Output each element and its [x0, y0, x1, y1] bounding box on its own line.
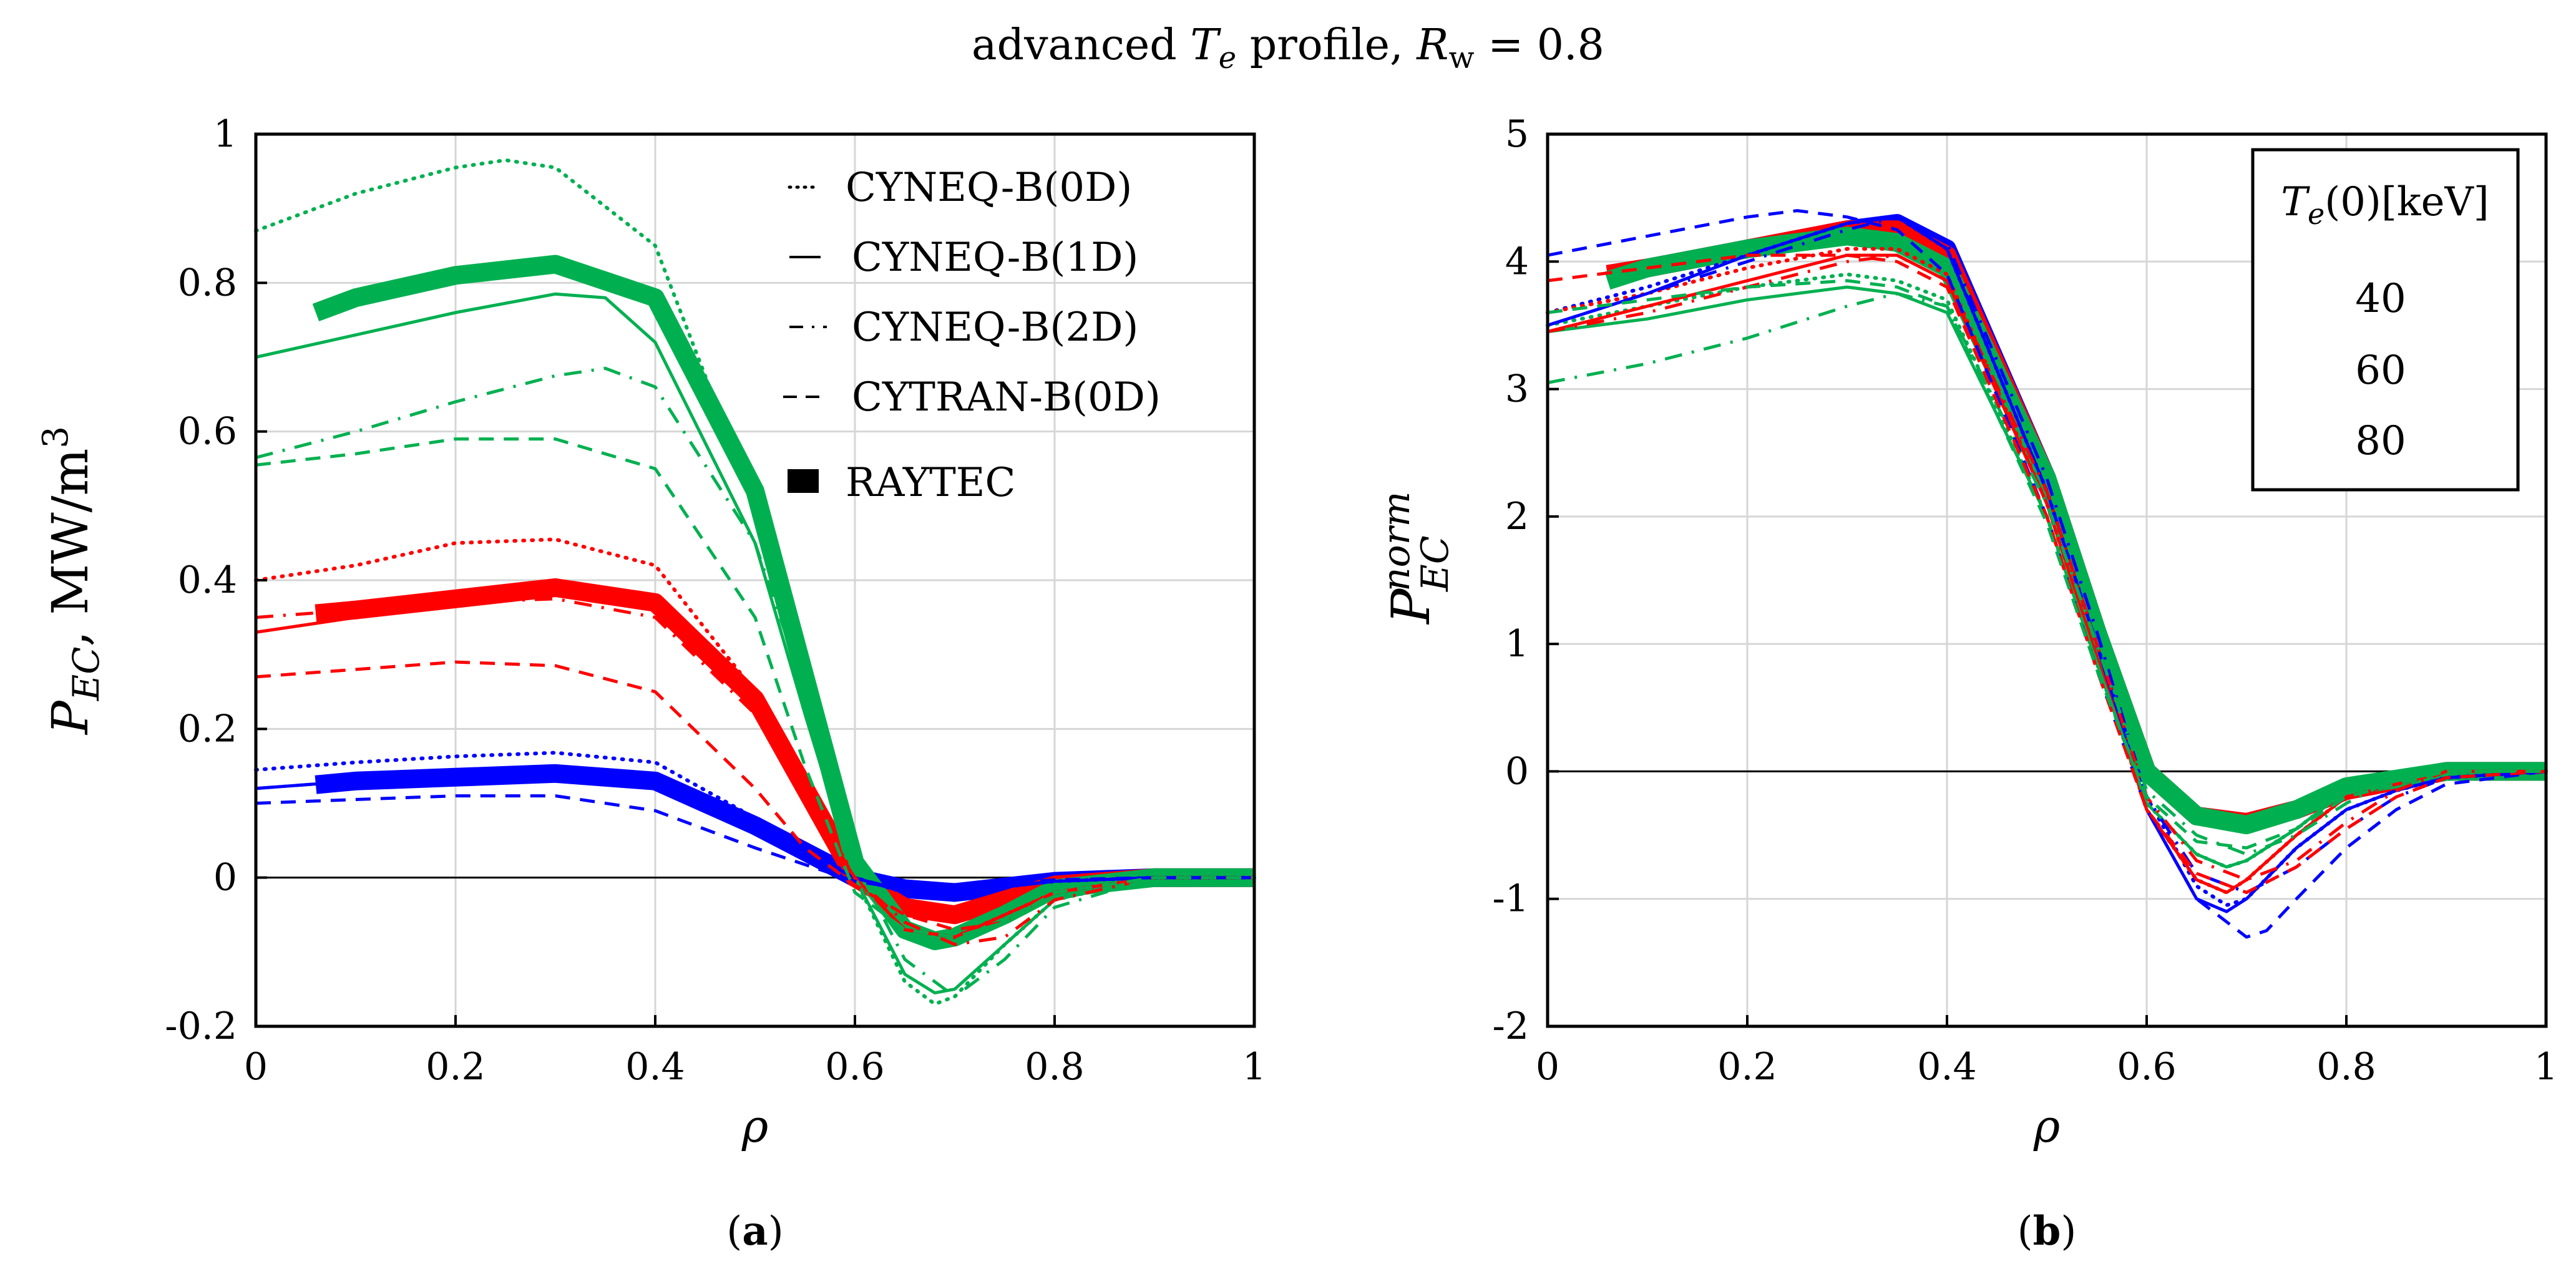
series-line-80-kev-cytran-b-0d- — [1547, 279, 2546, 850]
figure-title: advanced Te profile, Rw = 0.8 — [972, 21, 1604, 75]
series-a — [254, 158, 1256, 1006]
ytick-label: -0.2 — [165, 1004, 237, 1048]
series-line-40-kev-cyneq-b-2d- — [1547, 215, 2547, 894]
xtick-label: 1 — [1242, 1045, 1266, 1089]
panel-a: 0 0.2 0.4 0.6 0.8 1 -0.200.20.40.60.81 ρ PEC,… — [36, 112, 1266, 1255]
ylabel-a-sup: 3 — [36, 426, 76, 449]
ytick-label: -1 — [1493, 877, 1529, 921]
ytick-label: 0.4 — [178, 558, 237, 602]
xtick-label: 0.6 — [2117, 1045, 2176, 1089]
ytick-label: 2 — [1505, 495, 1529, 538]
legend-b-title: Te(0)[keV] — [2281, 179, 2489, 231]
ylabel-a-sub: EC — [65, 646, 107, 701]
legend-a-label-4: RAYTEC — [846, 460, 1015, 506]
legend-a-label-3: CYTRAN-B(0D) — [852, 374, 1161, 421]
axes-box-b — [1546, 132, 2548, 1028]
ytick-label: 0.6 — [178, 410, 237, 454]
series-line-80-kev-cyneq-b-2d- — [255, 366, 1254, 998]
yticks-a: -0.2 0 0.2 0.4 0.6 0.8 1 — [165, 112, 267, 1048]
ylabel-a-unit: , MW/m — [41, 449, 99, 647]
panel-letter-b: b — [2033, 1208, 2061, 1255]
xlabel-b: ρ — [2033, 1100, 2060, 1152]
xtick-label: 0.8 — [1025, 1045, 1084, 1089]
xtick-label: 0 — [1536, 1045, 1559, 1089]
xtick-label: 0.4 — [1917, 1045, 1976, 1089]
panel-b: 0 0.2 0.4 0.6 0.8 1 -2 -1 0 1 2 3 4 5 ρ P norm EC Te… — [1375, 112, 2558, 1255]
panel-label-a: (a) — [726, 1208, 783, 1255]
legend-b-title-rest: (0)[keV] — [2325, 179, 2489, 225]
ytick-label: 0 — [1505, 749, 1529, 793]
title-var: T — [1190, 21, 1221, 70]
title-prefix: advanced — [972, 21, 1190, 70]
ytick-label: 0.8 — [178, 261, 237, 304]
xtick-label: 0.2 — [426, 1045, 485, 1089]
title-mid: profile, — [1236, 21, 1417, 70]
ytick-label: 4 — [1505, 240, 1529, 283]
legend-b-box — [2251, 148, 2520, 492]
series-line-40-kev-cytran-b-0d- — [1547, 209, 2547, 939]
legend-b-entry-80: 80 — [2355, 418, 2406, 464]
xlabel-a: ρ — [741, 1100, 768, 1152]
xtick-label: 0 — [244, 1045, 268, 1089]
series-line-60-kev-cyneq-b-2d- — [1547, 253, 2546, 882]
series-line-80-kev-cyneq-b-2d- — [1547, 291, 2546, 856]
ylabel-b-sup: norm — [1375, 492, 1418, 591]
legend-a-label-2: CYNEQ-B(2D) — [852, 304, 1138, 351]
xtick-label: 0.4 — [625, 1045, 685, 1089]
ytick-label: 3 — [1505, 367, 1529, 411]
xtick-label: 0.8 — [2316, 1045, 2376, 1089]
ylabel-a-base: P — [41, 700, 99, 736]
panel-letter-a: a — [742, 1208, 768, 1255]
title-r-sub: w — [1448, 41, 1474, 75]
ytick-label: -2 — [1493, 1004, 1529, 1048]
legend-b-entry-40: 40 — [2355, 276, 2406, 322]
legend-b-entry-60: 60 — [2355, 348, 2406, 394]
ylabel-a: PEC, MW/m3 — [36, 426, 107, 736]
title-r: R — [1415, 21, 1448, 70]
ylabel-b-sub: EC — [1413, 535, 1457, 592]
xtick-label: 0.6 — [825, 1045, 884, 1089]
series-line-80-kev-cyneq-b-1d- — [1547, 285, 2546, 869]
series-b — [1546, 209, 2548, 939]
legend-b-title-var: T — [2281, 179, 2310, 225]
yticks-b: -2 -1 0 1 2 3 4 5 — [1493, 112, 1559, 1048]
legend-b-title-sub: e — [2308, 197, 2325, 231]
series-line-60-kev-cyneq-b-2d- — [255, 597, 1254, 946]
ylabel-b-base: P — [1380, 588, 1442, 625]
ytick-label: 5 — [1505, 112, 1529, 156]
legend-a: CYNEQ-B(0D) CYNEQ-B(1D) CYNEQ-B(2D) CYTR… — [783, 165, 1161, 506]
series-line-60-kev-cytran-b-0d- — [255, 660, 1254, 931]
xtick-label: 0.2 — [1717, 1045, 1777, 1089]
xticks-b: 0 0.2 0.4 0.6 0.8 1 — [1536, 1015, 2558, 1089]
legend-a-label-0: CYNEQ-B(0D) — [846, 165, 1132, 211]
panel-label-b: (b) — [2017, 1208, 2077, 1255]
series-line-60-kev-cytran-b-0d- — [1547, 253, 2547, 894]
series-line-80-kev-cytran-b-0d- — [255, 437, 1254, 939]
series-line-80-kev-cyneq-b-1d- — [255, 292, 1254, 994]
ytick-label: 1 — [213, 112, 237, 156]
ytick-label: 0 — [213, 856, 237, 900]
title-suffix: = 0.8 — [1475, 21, 1604, 70]
title-var-sub: e — [1219, 41, 1236, 75]
legend-a-swatch-thick — [788, 469, 819, 493]
ytick-label: 1 — [1505, 622, 1529, 666]
legend-a-label-1: CYNEQ-B(1D) — [852, 235, 1138, 281]
legend-b: Te(0)[keV] 40 60 80 — [2251, 148, 2520, 492]
xtick-label: 1 — [2534, 1045, 2558, 1089]
series-line-40-kev-cytran-b-0d- — [255, 794, 1254, 890]
ytick-label: 0.2 — [178, 707, 237, 751]
xticks-a: 0 0.2 0.4 0.6 0.8 1 — [244, 1015, 1266, 1089]
ylabel-b: P norm EC — [1375, 492, 1457, 625]
